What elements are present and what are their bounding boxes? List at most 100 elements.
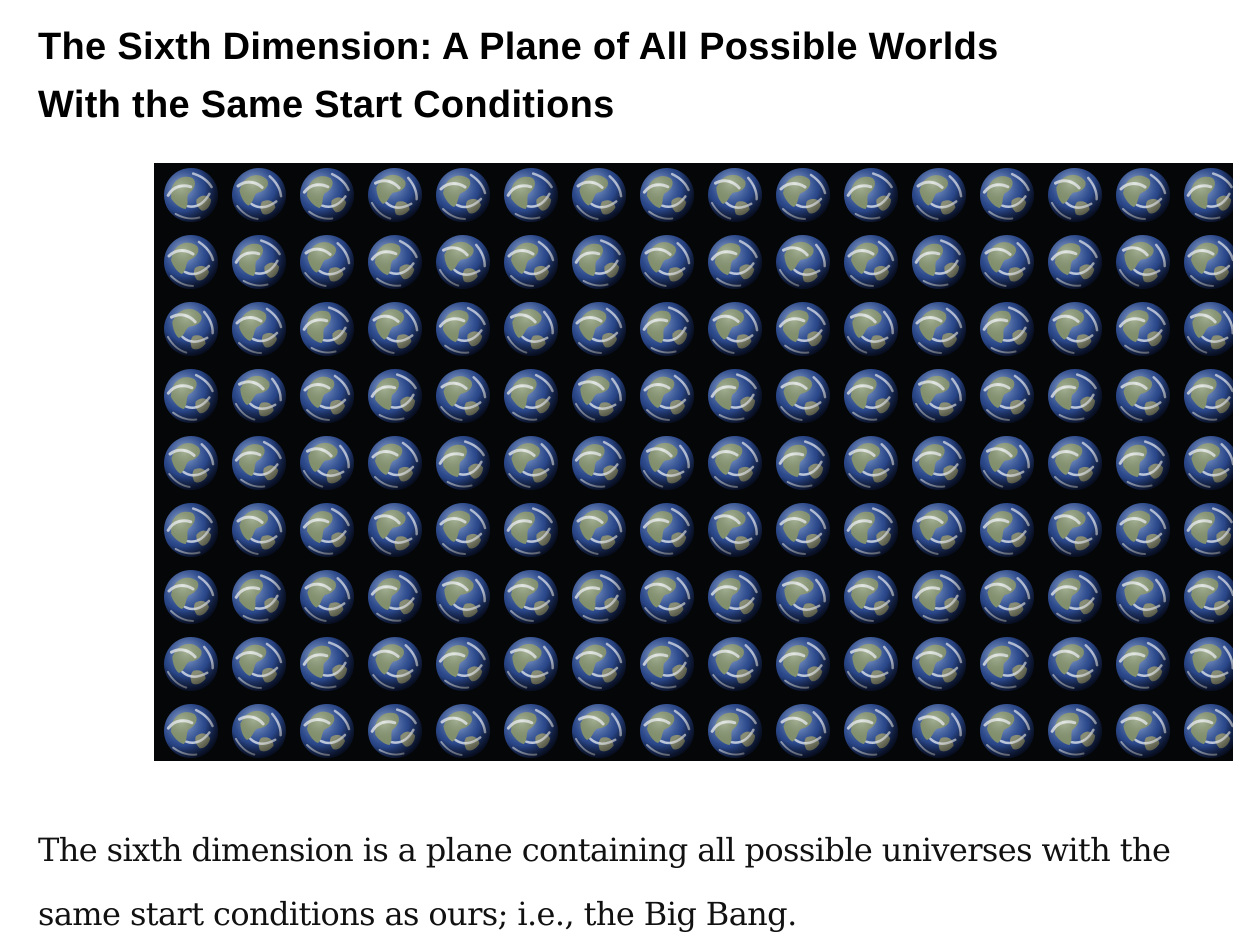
earth-globe-icon xyxy=(771,297,835,361)
earth-globe-icon xyxy=(360,495,430,565)
earth-globe-icon xyxy=(564,227,634,297)
earth-globe-icon xyxy=(564,562,634,632)
earth-globe-icon xyxy=(703,565,767,629)
earth-globe-icon xyxy=(1179,431,1233,495)
earth-globe-icon xyxy=(1043,230,1107,294)
earth-globe-icon xyxy=(1111,699,1175,761)
earth-globe-icon xyxy=(224,696,294,761)
paragraph-line-1: The sixth dimension is a plane containin… xyxy=(38,831,1171,869)
earth-globe-icon xyxy=(1114,166,1172,224)
earth-globe-icon xyxy=(1179,699,1233,761)
earth-globe-icon xyxy=(567,431,631,495)
earth-globe-icon xyxy=(567,163,631,227)
earth-globe-icon xyxy=(295,565,359,629)
earth-globe-icon xyxy=(1108,227,1178,297)
earth-globe-icon xyxy=(904,361,974,431)
earth-globe-icon xyxy=(156,294,226,364)
earth-globe-icon xyxy=(298,702,356,760)
earth-globe-icon xyxy=(1111,632,1175,696)
earth-globe-icon xyxy=(156,495,226,565)
earth-globe-icon xyxy=(774,501,832,559)
earth-globe-icon xyxy=(227,163,291,227)
earth-globe-icon xyxy=(227,431,291,495)
earth-globe-icon xyxy=(360,696,430,761)
earth-globe-icon xyxy=(363,297,427,361)
earth-globe-icon xyxy=(1046,434,1104,492)
earth-globe-icon xyxy=(224,227,294,297)
earth-globe-icon xyxy=(842,233,900,291)
earth-globe-icon xyxy=(1108,428,1178,498)
earth-globe-icon xyxy=(972,629,1042,699)
earth-globe-icon xyxy=(1176,294,1233,364)
earth-globe-icon xyxy=(635,565,699,629)
earth-globe-icon xyxy=(564,696,634,761)
earth-globe-icon xyxy=(839,699,903,761)
earth-globe-icon xyxy=(771,364,835,428)
earth-globe-icon xyxy=(363,565,427,629)
earth-globe-icon xyxy=(706,434,764,492)
earth-globe-icon xyxy=(700,163,770,230)
earth-grid-image xyxy=(154,163,1233,761)
earth-globe-icon xyxy=(295,498,359,562)
earth-globe-icon xyxy=(224,361,294,431)
earth-globe-icon xyxy=(360,163,430,230)
earth-globe-icon xyxy=(162,233,220,291)
earth-globe-icon xyxy=(496,495,566,565)
earth-globe-icon xyxy=(978,702,1036,760)
earth-globe-icon xyxy=(496,629,566,699)
earth-globe-icon xyxy=(434,166,492,224)
earth-globe-icon xyxy=(428,562,498,632)
earth-globe-icon xyxy=(431,699,495,761)
earth-globe-icon xyxy=(836,163,906,230)
earth-globe-icon xyxy=(703,632,767,696)
article-heading: The Sixth Dimension: A Plane of All Poss… xyxy=(38,18,1238,134)
earth-globe-icon xyxy=(774,166,832,224)
earth-globe-icon xyxy=(502,568,560,626)
earth-globe-icon xyxy=(638,702,696,760)
earth-globe-icon xyxy=(499,364,563,428)
earth-globe-icon xyxy=(159,364,223,428)
earth-globe-icon xyxy=(975,230,1039,294)
heading-line-1: The Sixth Dimension: A Plane of All Poss… xyxy=(38,26,999,68)
earth-globe-icon xyxy=(703,297,767,361)
earth-globe-icon xyxy=(224,562,294,632)
earth-globe-icon xyxy=(570,635,628,693)
earth-globe-icon xyxy=(975,565,1039,629)
earth-globe-icon xyxy=(1111,297,1175,361)
earth-globe-icon xyxy=(978,367,1036,425)
earth-globe-icon xyxy=(1176,163,1233,230)
earth-globe-icon xyxy=(771,632,835,696)
earth-globe-icon xyxy=(842,568,900,626)
earth-globe-icon xyxy=(635,230,699,294)
earth-globe-icon xyxy=(904,696,974,761)
earth-globe-icon xyxy=(1114,501,1172,559)
earth-globe-icon xyxy=(700,696,770,761)
heading-line-2: With the Same Start Conditions xyxy=(38,84,615,126)
earth-globe-icon xyxy=(499,699,563,761)
earth-globe-icon xyxy=(434,501,492,559)
earth-globe-icon xyxy=(638,367,696,425)
earth-globe-icon xyxy=(496,163,566,230)
earth-globe-icon xyxy=(366,434,424,492)
earth-globe-icon xyxy=(159,431,223,495)
earth-globe-icon xyxy=(292,629,362,699)
earth-globe-icon xyxy=(910,635,968,693)
earth-globe-icon xyxy=(431,632,495,696)
earth-globe-icon xyxy=(836,629,906,699)
earth-globe-icon xyxy=(292,294,362,364)
earth-globe-icon xyxy=(975,498,1039,562)
earth-globe-icon xyxy=(839,364,903,428)
earth-globe-icon xyxy=(836,495,906,565)
earth-globe-icon xyxy=(431,297,495,361)
earth-globe-icon xyxy=(700,495,770,565)
earth-globe-icon xyxy=(972,428,1042,498)
earth-globe-icon xyxy=(632,629,702,699)
earth-globe-icon xyxy=(904,562,974,632)
earth-globe-icon xyxy=(632,294,702,364)
earth-globe-icon xyxy=(836,294,906,364)
earth-globe-icon xyxy=(428,428,498,498)
earth-globe-icon xyxy=(162,568,220,626)
earth-globe-icon xyxy=(156,629,226,699)
earth-globe-icon xyxy=(1176,495,1233,565)
earth-globe-icon xyxy=(904,227,974,297)
